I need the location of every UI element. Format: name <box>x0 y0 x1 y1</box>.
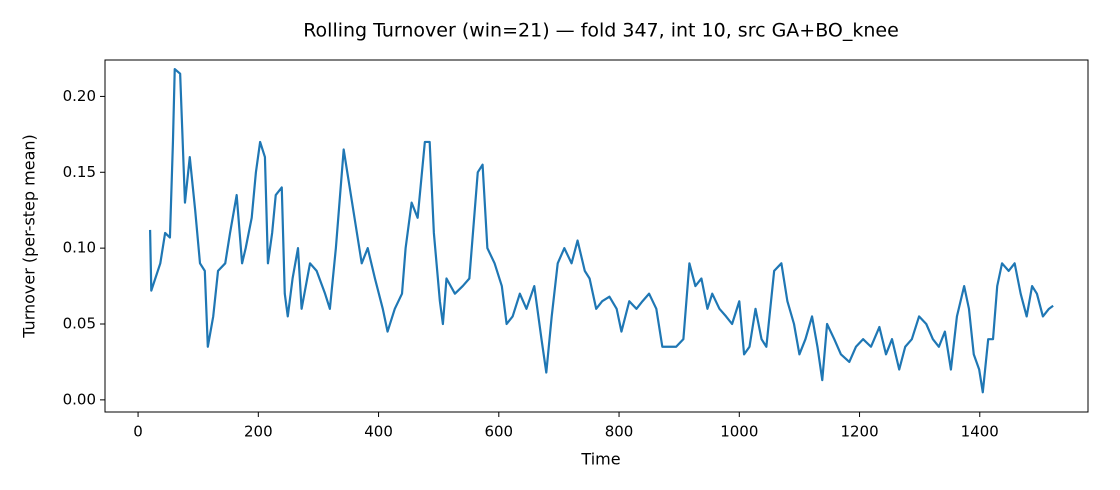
y-tick-label: 0.00 <box>63 390 96 408</box>
y-axis-label: Turnover (per-step mean) <box>20 134 39 339</box>
x-tick-label: 600 <box>484 423 513 441</box>
y-tick-label: 0.15 <box>63 163 96 181</box>
x-tick-label: 400 <box>364 423 393 441</box>
x-tick-label: 1200 <box>840 423 878 441</box>
y-tick-label: 0.20 <box>63 87 96 105</box>
y-tick-label: 0.05 <box>63 315 96 333</box>
data-line <box>148 68 1054 394</box>
x-axis-label: Time <box>580 450 620 469</box>
chart-title: Rolling Turnover (win=21) — fold 347, in… <box>303 20 899 42</box>
y-tick-label: 0.10 <box>63 239 96 257</box>
x-tick-label: 200 <box>244 423 273 441</box>
x-tick-label: 1000 <box>720 423 758 441</box>
plot-frame <box>104 59 1089 413</box>
x-tick-label: 800 <box>605 423 634 441</box>
x-tick-label: 1400 <box>961 423 999 441</box>
x-tick-label: 0 <box>133 423 143 441</box>
